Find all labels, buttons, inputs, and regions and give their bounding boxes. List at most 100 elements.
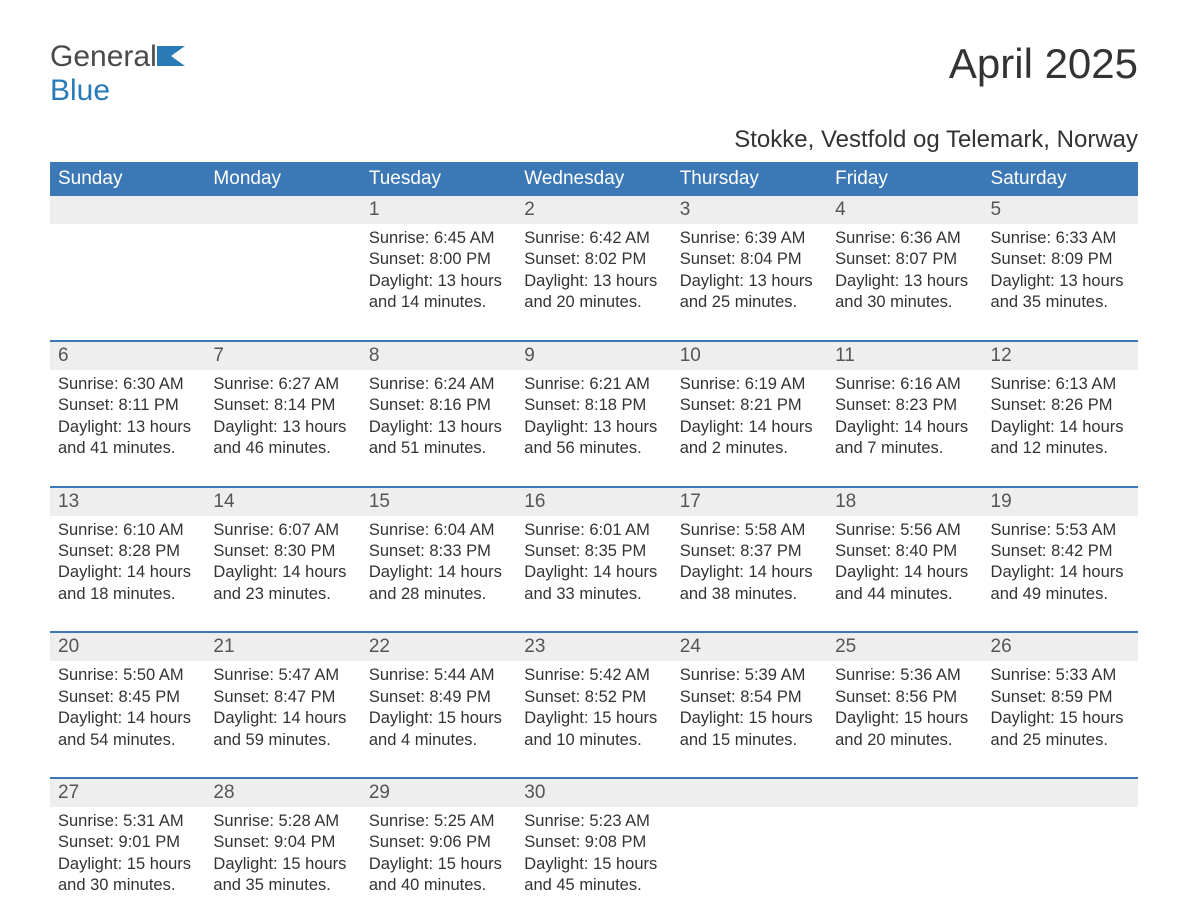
day-number: 5 (991, 199, 1002, 220)
day-cell (50, 196, 205, 224)
sunset-text: Sunset: 8:56 PM (835, 687, 974, 708)
daylight-text: and 25 minutes. (991, 730, 1130, 751)
day-detail-cell: Sunrise: 5:25 AMSunset: 9:06 PMDaylight:… (361, 807, 516, 923)
day-cell: 19 (983, 488, 1138, 516)
daylight-text: Daylight: 15 hours (835, 708, 974, 729)
detail-row: Sunrise: 5:31 AMSunset: 9:01 PMDaylight:… (50, 807, 1138, 923)
day-detail-cell: Sunrise: 6:01 AMSunset: 8:35 PMDaylight:… (516, 516, 671, 633)
daylight-text: Daylight: 13 hours (58, 417, 197, 438)
daylight-text: and 59 minutes. (213, 730, 352, 751)
daylight-text: and 7 minutes. (835, 438, 974, 459)
sunset-text: Sunset: 8:21 PM (680, 395, 819, 416)
day-number: 27 (58, 782, 79, 803)
daylight-text: and 54 minutes. (58, 730, 197, 751)
sunset-text: Sunset: 8:23 PM (835, 395, 974, 416)
day-cell: 27 (50, 779, 205, 807)
day-number: 6 (58, 345, 69, 366)
flag-icon (157, 53, 185, 70)
daylight-text: Daylight: 14 hours (58, 562, 197, 583)
daylight-text: Daylight: 15 hours (58, 854, 197, 875)
day-number: 28 (213, 782, 234, 803)
daynum-row: 6789101112 (50, 342, 1138, 370)
calendar-table: SundayMondayTuesdayWednesdayThursdayFrid… (50, 162, 1138, 923)
daylight-text: Daylight: 15 hours (991, 708, 1130, 729)
day-number: 9 (524, 345, 535, 366)
sunrise-text: Sunrise: 5:58 AM (680, 520, 819, 541)
weekday-header: Saturday (983, 162, 1138, 196)
day-cell: 2 (516, 196, 671, 224)
day-detail-cell: Sunrise: 5:28 AMSunset: 9:04 PMDaylight:… (205, 807, 360, 923)
sunset-text: Sunset: 8:30 PM (213, 541, 352, 562)
detail-row: Sunrise: 6:45 AMSunset: 8:00 PMDaylight:… (50, 224, 1138, 341)
weekday-header: Monday (205, 162, 360, 196)
sunrise-text: Sunrise: 6:07 AM (213, 520, 352, 541)
sunrise-text: Sunrise: 6:01 AM (524, 520, 663, 541)
day-number: 22 (369, 636, 390, 657)
weekday-header: Wednesday (516, 162, 671, 196)
sunrise-text: Sunrise: 5:47 AM (213, 665, 352, 686)
day-detail-cell: Sunrise: 6:16 AMSunset: 8:23 PMDaylight:… (827, 370, 982, 487)
day-cell: 20 (50, 633, 205, 661)
weekday-header: Friday (827, 162, 982, 196)
day-detail-cell: Sunrise: 6:39 AMSunset: 8:04 PMDaylight:… (672, 224, 827, 341)
sunrise-text: Sunrise: 6:36 AM (835, 228, 974, 249)
daylight-text: Daylight: 13 hours (524, 417, 663, 438)
day-cell: 7 (205, 342, 360, 370)
day-detail-cell: Sunrise: 5:23 AMSunset: 9:08 PMDaylight:… (516, 807, 671, 923)
daylight-text: and 12 minutes. (991, 438, 1130, 459)
daylight-text: and 51 minutes. (369, 438, 508, 459)
daylight-text: Daylight: 14 hours (58, 708, 197, 729)
daylight-text: and 46 minutes. (213, 438, 352, 459)
sunset-text: Sunset: 9:04 PM (213, 832, 352, 853)
daylight-text: Daylight: 13 hours (369, 271, 508, 292)
daylight-text: and 33 minutes. (524, 584, 663, 605)
sunset-text: Sunset: 8:28 PM (58, 541, 197, 562)
sunset-text: Sunset: 8:35 PM (524, 541, 663, 562)
day-cell: 22 (361, 633, 516, 661)
logo-blue: Blue (50, 74, 110, 107)
sunrise-text: Sunrise: 5:50 AM (58, 665, 197, 686)
sunrise-text: Sunrise: 6:33 AM (991, 228, 1130, 249)
sunrise-text: Sunrise: 6:39 AM (680, 228, 819, 249)
sunset-text: Sunset: 8:11 PM (58, 395, 197, 416)
daynum-row: 27282930 (50, 779, 1138, 807)
sunset-text: Sunset: 8:49 PM (369, 687, 508, 708)
sunset-text: Sunset: 8:14 PM (213, 395, 352, 416)
sunset-text: Sunset: 8:59 PM (991, 687, 1130, 708)
sunrise-text: Sunrise: 6:13 AM (991, 374, 1130, 395)
day-cell: 16 (516, 488, 671, 516)
daylight-text: Daylight: 15 hours (369, 708, 508, 729)
day-cell: 17 (672, 488, 827, 516)
daylight-text: and 20 minutes. (524, 292, 663, 313)
day-detail-cell: Sunrise: 6:19 AMSunset: 8:21 PMDaylight:… (672, 370, 827, 487)
day-number: 15 (369, 491, 390, 512)
day-cell: 24 (672, 633, 827, 661)
day-detail-cell: Sunrise: 5:31 AMSunset: 9:01 PMDaylight:… (50, 807, 205, 923)
daylight-text: and 40 minutes. (369, 875, 508, 896)
daylight-text: Daylight: 13 hours (369, 417, 508, 438)
sunrise-text: Sunrise: 5:53 AM (991, 520, 1130, 541)
sunrise-text: Sunrise: 6:27 AM (213, 374, 352, 395)
daylight-text: and 10 minutes. (524, 730, 663, 751)
sunrise-text: Sunrise: 5:44 AM (369, 665, 508, 686)
sunrise-text: Sunrise: 6:30 AM (58, 374, 197, 395)
sunrise-text: Sunrise: 5:28 AM (213, 811, 352, 832)
detail-row: Sunrise: 6:10 AMSunset: 8:28 PMDaylight:… (50, 516, 1138, 633)
daylight-text: Daylight: 15 hours (213, 854, 352, 875)
day-detail-cell: Sunrise: 5:56 AMSunset: 8:40 PMDaylight:… (827, 516, 982, 633)
sunset-text: Sunset: 8:00 PM (369, 249, 508, 270)
sunset-text: Sunset: 8:02 PM (524, 249, 663, 270)
day-number: 2 (524, 199, 535, 220)
day-detail-cell: Sunrise: 6:45 AMSunset: 8:00 PMDaylight:… (361, 224, 516, 341)
daylight-text: Daylight: 13 hours (213, 417, 352, 438)
day-detail-cell (827, 807, 982, 923)
day-cell: 13 (50, 488, 205, 516)
sunrise-text: Sunrise: 5:42 AM (524, 665, 663, 686)
day-number: 18 (835, 491, 856, 512)
day-number: 3 (680, 199, 691, 220)
daylight-text: and 20 minutes. (835, 730, 974, 751)
day-cell: 9 (516, 342, 671, 370)
daylight-text: and 14 minutes. (369, 292, 508, 313)
day-cell: 21 (205, 633, 360, 661)
daylight-text: and 45 minutes. (524, 875, 663, 896)
